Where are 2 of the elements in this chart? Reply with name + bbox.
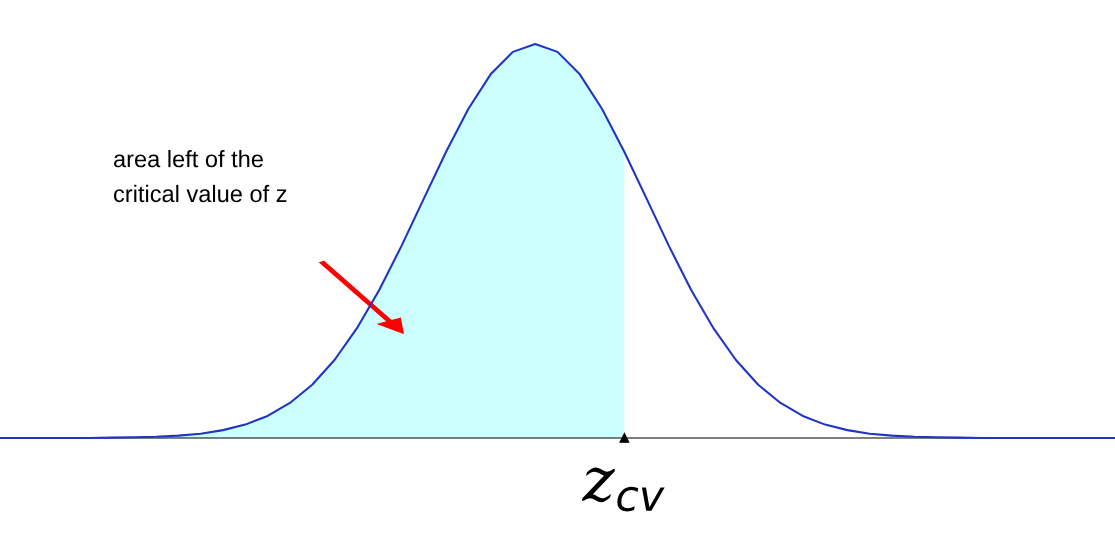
text: z$_{cv}$ (581, 467, 665, 512)
annotation: area left of the critical value of z (114, 150, 287, 203)
